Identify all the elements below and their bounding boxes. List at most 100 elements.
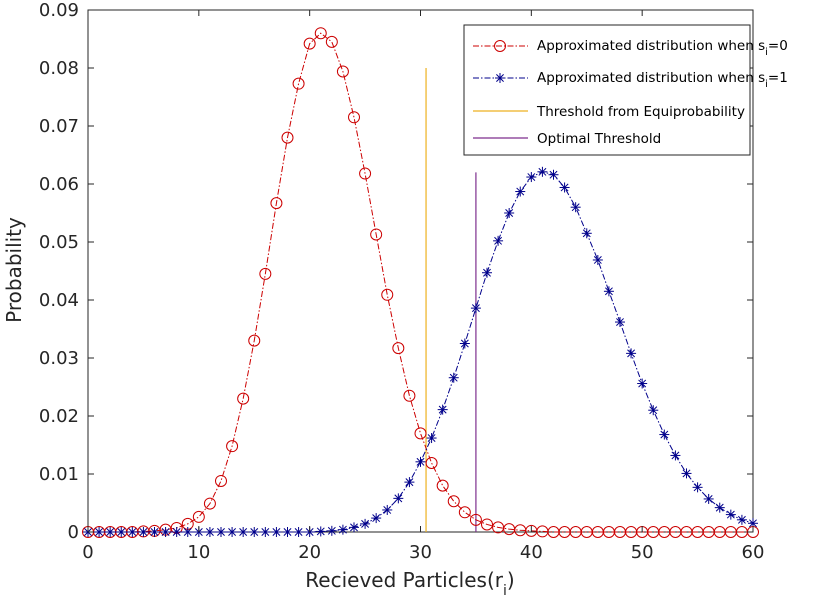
series-0-point xyxy=(469,513,482,526)
x-tick-label: 20 xyxy=(298,542,321,563)
y-tick-label: 0.03 xyxy=(39,348,79,369)
series-1-point xyxy=(382,504,393,515)
legend: Approximated distribution when si=0 Appr… xyxy=(463,24,788,156)
series-0-point xyxy=(481,518,493,531)
series-1-point xyxy=(404,477,415,488)
x-tick-label: 30 xyxy=(409,542,432,563)
series-1-point xyxy=(116,527,127,537)
series-1-point xyxy=(360,518,371,529)
series-1-point xyxy=(592,254,603,265)
series-1-point xyxy=(393,493,404,504)
x-tick-label: 50 xyxy=(631,542,654,563)
series-1-point xyxy=(282,527,293,537)
series-1-point xyxy=(703,493,714,504)
y-tick-label: 0 xyxy=(68,522,79,543)
series-1-point xyxy=(337,524,348,535)
legend-entry-series-0: Approximated distribution when si=0 xyxy=(473,38,788,58)
series-1-point xyxy=(626,348,637,359)
series-1 xyxy=(83,166,758,537)
series-1-point xyxy=(138,527,149,537)
series-1-point xyxy=(204,527,215,537)
series-1-point xyxy=(293,527,304,537)
series-1-point xyxy=(581,228,592,239)
series-0-point xyxy=(370,228,383,241)
series-1-point xyxy=(426,433,437,444)
legend-entry-threshold-equiprobability: Threshold from Equiprobability xyxy=(473,104,745,120)
legend-entry-series-1: Approximated distribution when si=1 xyxy=(473,70,788,90)
x-tick-label: 10 xyxy=(187,542,210,563)
series-1-point xyxy=(515,186,526,197)
series-1-point xyxy=(94,527,105,537)
series-1-point xyxy=(315,526,326,537)
series-1-point xyxy=(615,317,625,328)
series-0-point xyxy=(458,506,471,519)
legend-entry-optimal-threshold: Optimal Threshold xyxy=(473,131,661,147)
series-1-point xyxy=(227,527,238,537)
series-0-point xyxy=(414,427,427,440)
series-1-point xyxy=(537,166,548,177)
series-1-point xyxy=(349,522,359,533)
series-0-point xyxy=(336,65,349,78)
x-tick-label: 40 xyxy=(520,542,543,563)
series-0-point xyxy=(192,510,205,523)
series-1-point xyxy=(127,527,138,537)
series-0-point xyxy=(325,35,338,48)
series-1-point xyxy=(437,404,448,415)
series-1-point xyxy=(681,468,692,479)
legend-marker-circle xyxy=(494,40,506,52)
threshold-lines xyxy=(425,68,477,532)
series-0-point xyxy=(303,37,316,50)
series-1-point xyxy=(603,286,614,297)
series-0-point xyxy=(281,131,294,144)
y-axis-label: Probability xyxy=(2,217,26,323)
legend-label-series-0: Approximated distribution when si=0 xyxy=(537,38,788,58)
axis-ticks xyxy=(87,9,754,533)
series-1-point xyxy=(149,527,160,537)
series-0-point xyxy=(348,111,360,124)
series-0-point xyxy=(248,334,261,347)
y-tick-label: 0.05 xyxy=(39,232,79,253)
y-tick-label: 0.09 xyxy=(39,0,79,21)
series-1-point xyxy=(493,235,504,246)
series-layer xyxy=(82,27,759,538)
series-1-point xyxy=(182,527,193,537)
series-1-point xyxy=(504,208,515,218)
series-0-point xyxy=(381,288,394,301)
series-1-point xyxy=(160,527,171,537)
series-0-point xyxy=(447,495,460,508)
series-1-point xyxy=(260,527,271,537)
x-tick-label: 0 xyxy=(82,542,93,563)
y-tick-label: 0.06 xyxy=(39,174,79,195)
legend-star-glyph xyxy=(495,73,505,83)
series-0-point xyxy=(403,389,416,402)
series-1-point xyxy=(692,482,703,493)
legend-label-optimal-threshold: Optimal Threshold xyxy=(537,131,661,147)
series-1-point xyxy=(371,513,382,524)
series-1-point xyxy=(171,527,182,537)
series-1-point xyxy=(526,172,537,183)
y-tick-labels: 0 0.01 0.02 0.03 0.04 0.05 0.06 0.07 0.08 0.09 xyxy=(39,0,79,543)
series-1-point xyxy=(648,405,659,416)
y-tick-label: 0.01 xyxy=(39,464,79,485)
legend-label-threshold-equiprobability: Threshold from Equiprobability xyxy=(536,104,745,120)
series-1-point xyxy=(637,378,648,389)
series-0-point xyxy=(226,440,239,453)
series-1-point xyxy=(216,527,226,537)
legend-box xyxy=(463,24,751,156)
y-tick-label: 0.04 xyxy=(39,290,79,311)
series-0-point xyxy=(203,497,216,510)
x-axis-label: Recieved Particles(ri) xyxy=(305,568,514,599)
series-0-point xyxy=(359,167,372,180)
series-1-point xyxy=(670,450,681,461)
series-1-point xyxy=(271,527,282,537)
x-tick-label: 60 xyxy=(742,542,765,563)
series-1-point xyxy=(326,525,337,536)
series-1-point xyxy=(448,372,459,383)
y-tick-label: 0.07 xyxy=(39,116,79,137)
legend-marker-star xyxy=(495,73,505,83)
series-1-point xyxy=(249,527,260,537)
y-tick-label: 0.02 xyxy=(39,406,79,427)
series-0-point xyxy=(436,479,449,492)
series-0-point xyxy=(237,392,250,405)
